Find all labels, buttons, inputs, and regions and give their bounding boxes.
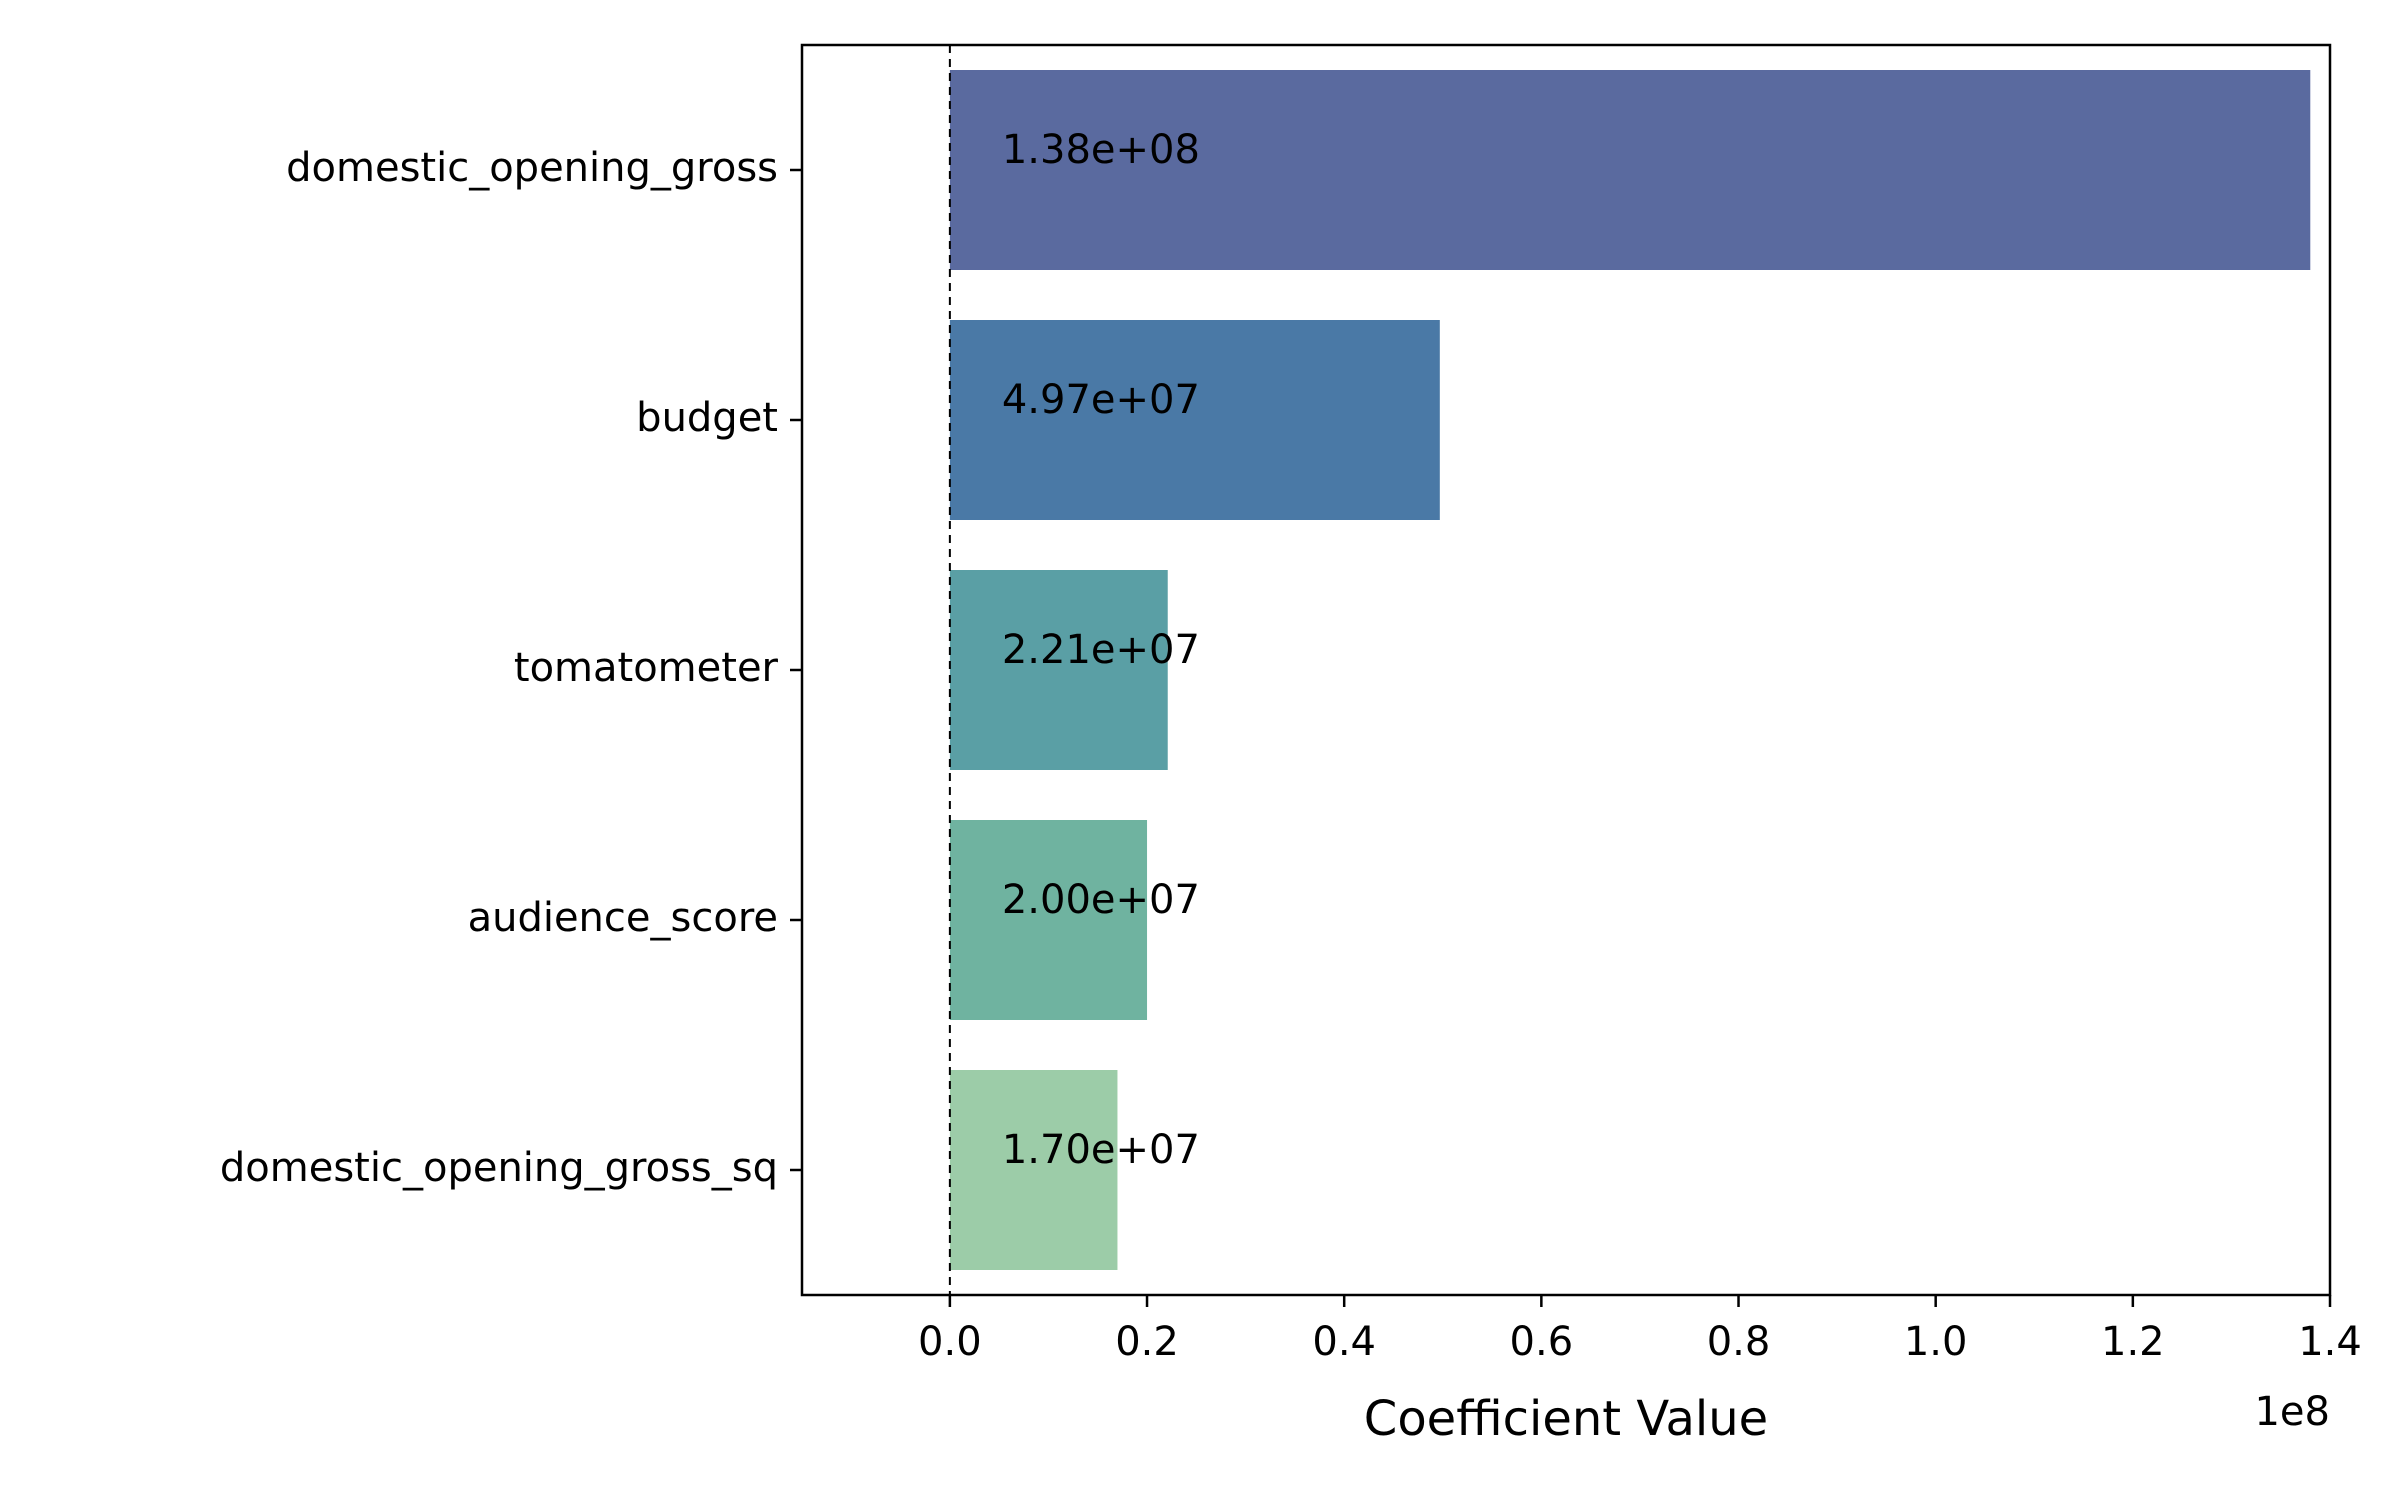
y-tick-label: tomatometer: [514, 645, 779, 691]
bars-layer: [949, 70, 2311, 1270]
x-tick-label: 0.6: [1510, 1319, 1574, 1365]
x-tick-label: 0.2: [1115, 1319, 1179, 1365]
y-tick-label: budget: [636, 395, 778, 441]
x-tick-label: 1.0: [1904, 1319, 1968, 1365]
y-tick-label: domestic_opening_gross: [286, 145, 778, 191]
x-tick-label: 0.4: [1312, 1319, 1376, 1365]
bar-value-label: 1.70e+07: [1002, 1127, 1200, 1173]
bar-value-label: 1.38e+08: [1002, 127, 1200, 173]
x-axis-offset-label: 1e8: [2254, 1389, 2330, 1435]
bar-value-label: 2.21e+07: [1002, 627, 1200, 673]
bar-domestic-opening-gross: [949, 70, 2311, 270]
bar-value-label: 2.00e+07: [1002, 877, 1200, 923]
bar-labels-layer: 1.38e+08 4.97e+07 2.21e+07 2.00e+07 1.70e+07: [1002, 127, 1200, 1173]
x-tick-label: 0.0: [918, 1319, 982, 1365]
y-tick-label: audience_score: [468, 895, 778, 941]
bar-audience-score: [949, 820, 1148, 1020]
x-axis: 0.0 0.2 0.4 0.6 0.8 1.0 1.2 1.4: [918, 1295, 2362, 1365]
bar-tomatometer: [949, 570, 1168, 770]
bar-budget: [949, 320, 1440, 520]
bar-value-label: 4.97e+07: [1002, 377, 1200, 423]
x-axis-title: Coefficient Value: [1364, 1391, 1768, 1447]
x-tick-label: 1.4: [2298, 1319, 2362, 1365]
y-tick-label: domestic_opening_gross_sq: [220, 1145, 778, 1191]
x-tick-label: 1.2: [2101, 1319, 2165, 1365]
bar-domestic-opening-gross-sq: [949, 1070, 1118, 1270]
x-tick-label: 0.8: [1707, 1319, 1771, 1365]
